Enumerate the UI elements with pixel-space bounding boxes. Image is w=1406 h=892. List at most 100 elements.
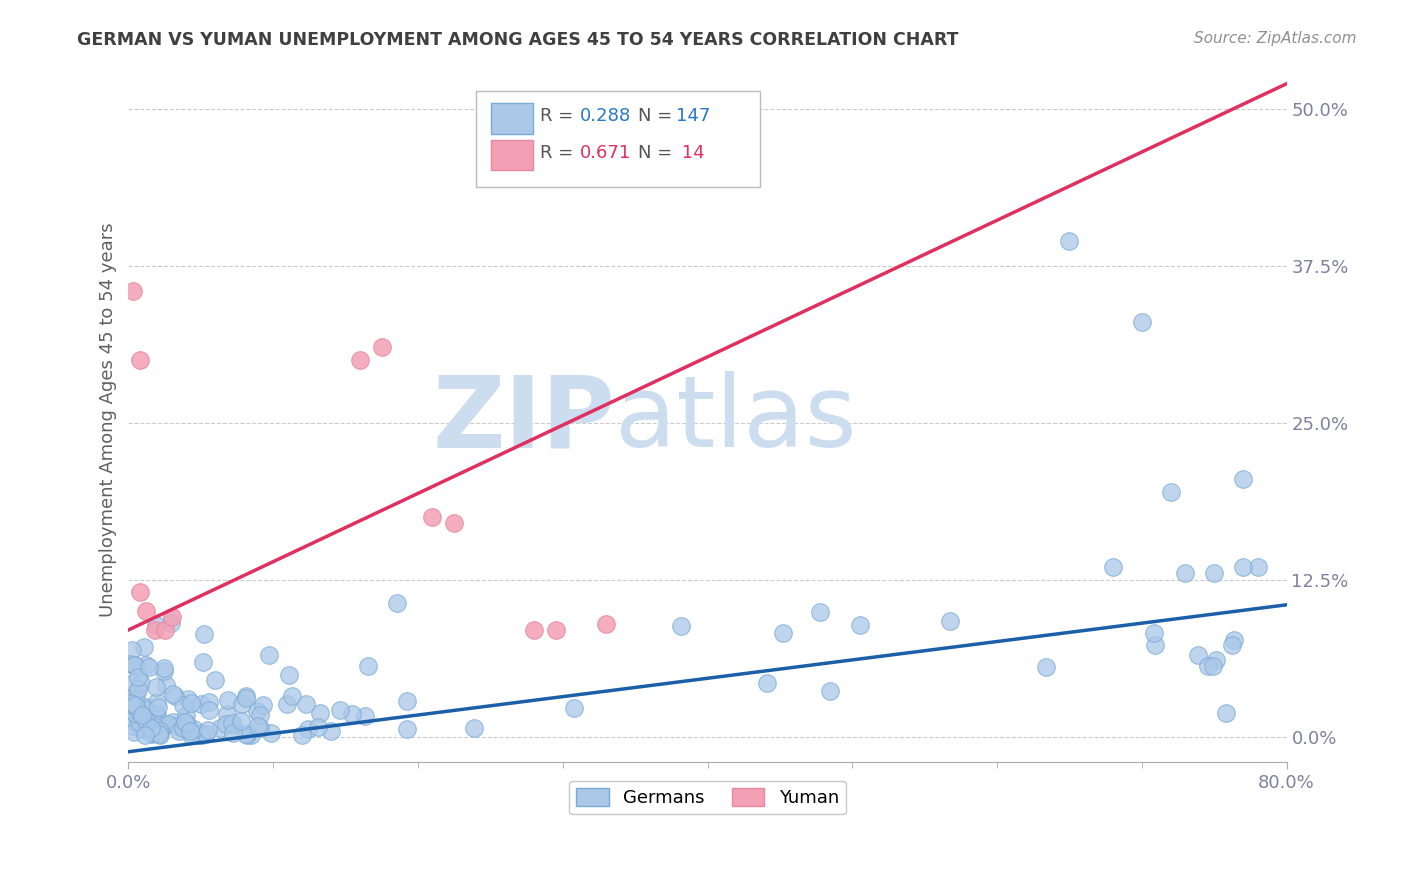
Point	[385, 596, 408, 610]
Point	[1059, 234, 1081, 248]
Point	[166, 719, 188, 733]
Point	[131, 722, 153, 736]
Point	[159, 616, 181, 631]
Point	[209, 721, 232, 735]
Point	[174, 707, 197, 722]
Point	[156, 716, 179, 731]
Point	[308, 706, 330, 720]
Point	[808, 605, 831, 619]
Point	[371, 340, 394, 354]
Point	[1102, 560, 1125, 574]
Point	[179, 723, 201, 738]
Point	[1187, 648, 1209, 662]
FancyBboxPatch shape	[491, 103, 533, 134]
Point	[1215, 706, 1237, 720]
Point	[141, 721, 163, 735]
Point	[129, 721, 152, 735]
Point	[197, 723, 219, 737]
Point	[297, 722, 319, 736]
Point	[295, 697, 318, 711]
Point	[260, 725, 283, 739]
Point	[281, 690, 304, 704]
Point	[221, 716, 243, 731]
Point	[523, 623, 546, 637]
Legend: Germans, Yuman: Germans, Yuman	[569, 780, 846, 814]
Point	[938, 614, 960, 628]
Point	[307, 720, 329, 734]
Text: atlas: atlas	[614, 371, 856, 468]
Point	[143, 623, 166, 637]
Point	[252, 698, 274, 713]
Point	[136, 716, 159, 731]
Point	[146, 695, 169, 709]
Point	[134, 728, 156, 742]
Point	[128, 705, 150, 719]
Point	[129, 353, 152, 368]
Point	[291, 728, 314, 742]
Text: GERMAN VS YUMAN UNEMPLOYMENT AMONG AGES 45 TO 54 YEARS CORRELATION CHART: GERMAN VS YUMAN UNEMPLOYMENT AMONG AGES …	[77, 31, 959, 49]
Point	[188, 728, 211, 742]
Point	[177, 691, 200, 706]
Point	[172, 698, 194, 713]
Point	[153, 718, 176, 732]
Point	[229, 714, 252, 728]
Point	[145, 708, 167, 723]
Point	[124, 706, 146, 720]
Point	[128, 715, 150, 730]
Point	[595, 616, 617, 631]
Point	[163, 689, 186, 703]
Point	[236, 728, 259, 742]
Point	[180, 696, 202, 710]
Point	[190, 697, 212, 711]
Point	[1220, 638, 1243, 652]
Point	[155, 678, 177, 692]
Point	[215, 716, 238, 731]
Point	[148, 717, 170, 731]
Point	[127, 682, 149, 697]
Text: N =: N =	[638, 144, 678, 161]
Point	[193, 626, 215, 640]
Point	[121, 719, 143, 733]
Point	[756, 676, 779, 690]
Point	[118, 657, 141, 672]
FancyBboxPatch shape	[475, 91, 759, 187]
Point	[138, 660, 160, 674]
Point	[152, 664, 174, 678]
Point	[131, 707, 153, 722]
Point	[120, 713, 142, 727]
Point	[122, 724, 145, 739]
Point	[120, 696, 142, 710]
Text: Source: ZipAtlas.com: Source: ZipAtlas.com	[1194, 31, 1357, 46]
Text: 14: 14	[676, 144, 704, 161]
Point	[121, 284, 143, 298]
FancyBboxPatch shape	[491, 140, 533, 169]
Point	[124, 698, 146, 713]
Point	[820, 684, 842, 698]
Point	[172, 721, 194, 735]
Point	[143, 720, 166, 734]
Point	[349, 353, 371, 368]
Point	[148, 726, 170, 740]
Point	[235, 690, 257, 705]
Point	[276, 698, 298, 712]
Point	[198, 696, 221, 710]
Point	[145, 617, 167, 632]
Point	[149, 724, 172, 739]
Point	[124, 658, 146, 673]
Point	[396, 722, 419, 736]
Point	[180, 728, 202, 742]
Point	[1205, 653, 1227, 667]
Point	[1143, 625, 1166, 640]
Point	[329, 703, 352, 717]
Text: R =: R =	[540, 107, 579, 126]
Point	[149, 728, 172, 742]
Point	[257, 648, 280, 663]
Point	[125, 684, 148, 698]
Point	[135, 714, 157, 729]
Point	[1204, 566, 1226, 581]
Point	[135, 604, 157, 618]
Point	[135, 700, 157, 714]
Point	[772, 625, 794, 640]
Point	[443, 516, 465, 531]
Point	[134, 640, 156, 654]
